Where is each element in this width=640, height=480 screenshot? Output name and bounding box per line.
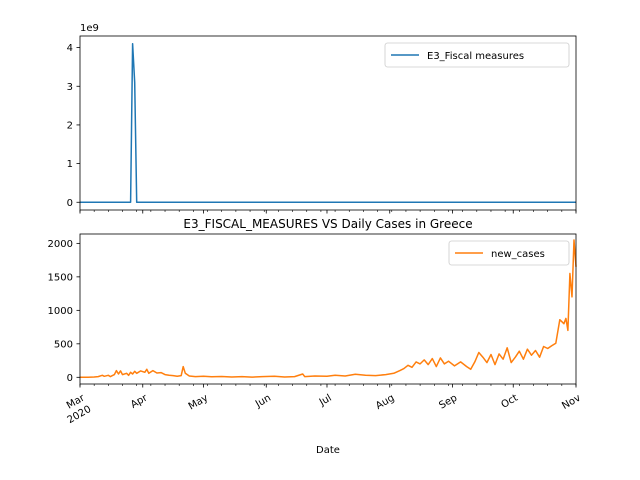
y-tick-label: 2	[67, 121, 73, 132]
y-tick-label: 500	[54, 339, 73, 350]
y-tick-label: 1500	[48, 272, 73, 283]
y-tick-label: 2000	[48, 239, 73, 250]
series-line-new-cases	[79, 239, 577, 379]
x-tick-label: Aug	[374, 393, 396, 412]
chart-title: E3_FISCAL_MEASURES VS Daily Cases in Gre…	[183, 217, 472, 231]
y-tick-label: 4	[67, 43, 73, 54]
y-tick-label: 0	[67, 198, 73, 209]
y-tick-label: 3	[67, 82, 73, 93]
top-axes: 0 1 2 3 4 E3_Fiscal measures 1e9	[67, 23, 577, 214]
legend-box	[448, 240, 570, 266]
y-tick-label: 1000	[48, 306, 73, 317]
x-tick-label: Oct	[499, 393, 520, 411]
x-axis-label: Date	[316, 445, 340, 456]
x-tick-label: Apr	[129, 392, 150, 411]
y-tick-label: 1	[67, 159, 73, 170]
legend-label: E3_Fiscal measures	[427, 51, 524, 62]
x-tick-label: May	[187, 393, 210, 413]
y-tick-label: 0	[67, 373, 73, 384]
legend-box	[384, 42, 570, 68]
series-line-e3-fiscal-measures	[80, 42, 576, 204]
x-tick-label: Jun	[253, 393, 273, 411]
axes-frame	[79, 233, 577, 385]
axes-frame	[79, 35, 577, 211]
y-offset-text: 1e9	[80, 23, 99, 34]
x-tick-label: Jul	[317, 393, 334, 409]
legend-label: new_cases	[491, 249, 545, 260]
x-tick-label: Nov	[560, 393, 582, 412]
bottom-axes: 0 500 1000 1500 2000 new_cases E3_FISCAL_MEASU…	[48, 217, 583, 456]
x-tick-label: Sep	[437, 393, 459, 412]
